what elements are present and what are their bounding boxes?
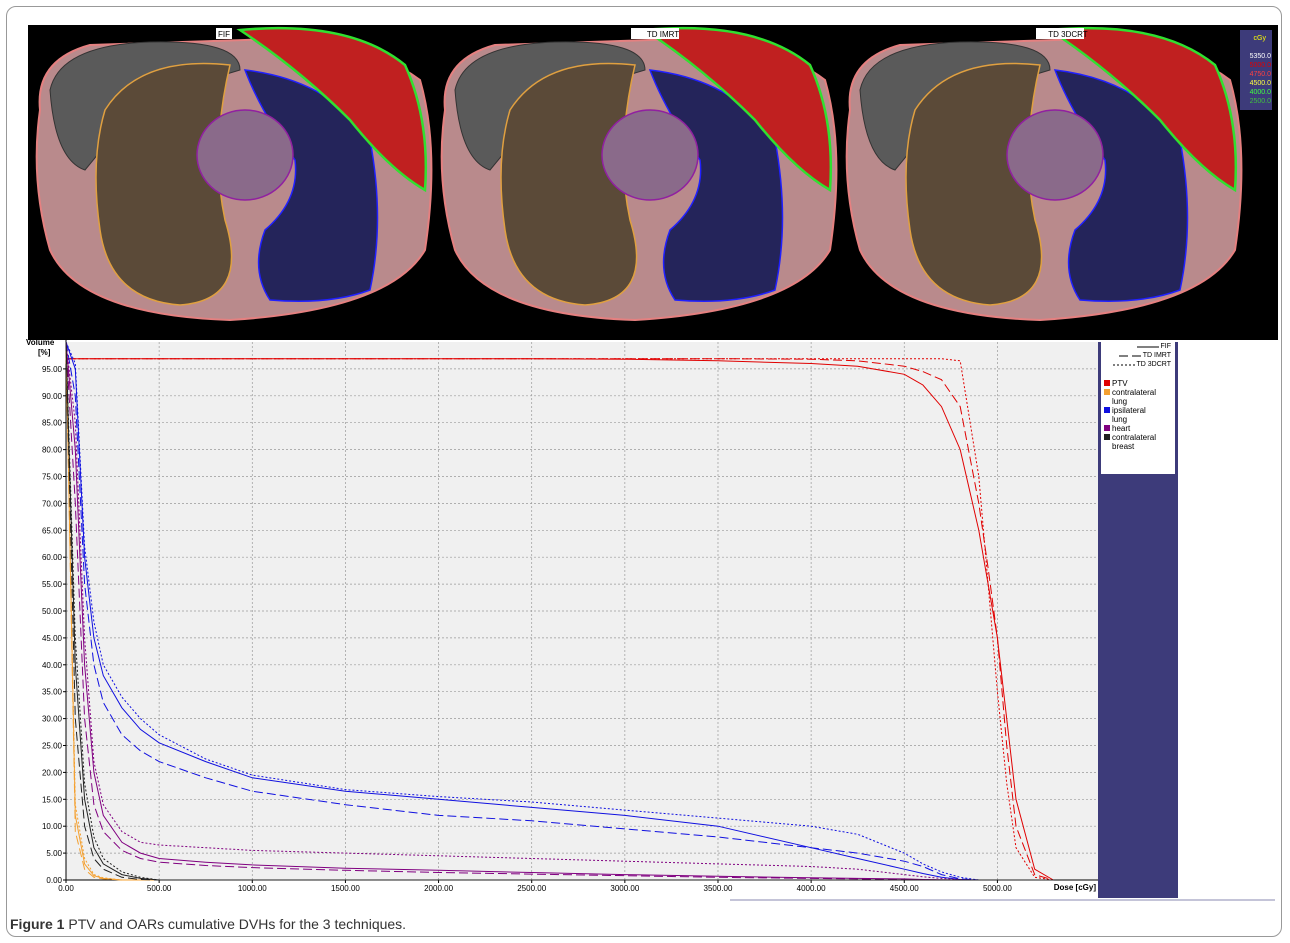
page: FIFTD IMRTTD 3DCRT Volume [%] Dose [cGy]… [0,0,1290,943]
legend-item: contralateral lung [1101,388,1175,406]
dose-legend-level: 5350.0 [1250,53,1272,60]
legend-item: ipsilateral lung [1101,406,1175,424]
legend-label: FIF [1161,342,1172,351]
y-tick-label: 85.00 [42,419,63,428]
dose-legend-unit: cGy [1254,35,1267,42]
ct-panel: TD IMRT [442,28,837,320]
x-tick-label: 500.00 [147,884,172,893]
y-tick-label: 60.00 [42,553,63,562]
legend-line [1119,353,1141,359]
dose-legend-level: 4500.0 [1250,80,1272,87]
x-tick-label: 2500.00 [517,884,546,893]
ct-panel: TD 3DCRT [847,28,1242,320]
legend-gap [1101,369,1175,379]
legend-label: heart [1112,424,1162,433]
caption-label: Figure 1 [10,916,64,932]
ct-panel: FIF [37,28,432,320]
x-tick-label: 1000.00 [238,884,267,893]
x-tick-label: 1500.00 [331,884,360,893]
legend-style-item: TD IMRT [1101,351,1175,360]
y-tick-label: 20.00 [42,768,63,777]
y-tick-label: 45.00 [42,634,63,643]
y-tick-label: 75.00 [42,473,63,482]
y-tick-label: 35.00 [42,688,63,697]
caption-text: PTV and OARs cumulative DVHs for the 3 t… [68,916,406,932]
legend-swatch [1104,380,1110,386]
y-tick-label: 30.00 [42,715,63,724]
legend-label: TD 3DCRT [1137,360,1171,369]
legend-item: PTV [1101,379,1175,388]
legend-style-item: TD 3DCRT [1101,360,1175,369]
heart [1007,110,1103,200]
x-tick-label: 4500.00 [890,884,919,893]
caption: Figure 1 PTV and OARs cumulative DVHs fo… [10,916,406,932]
x-tick-label: 0.00 [58,884,74,893]
legend-swatch [1104,434,1110,440]
y-tick-label: 15.00 [42,795,63,804]
panel-label: TD 3DCRT [1048,30,1088,39]
y-tick-label: 10.00 [42,822,63,831]
dose-legend-level: 5000.0 [1250,62,1272,69]
x-axis-label: Dose [cGy] [1054,883,1097,892]
legend-line [1137,344,1159,350]
y-tick-label: 40.00 [42,661,63,670]
legend-swatch [1104,389,1110,395]
legend-swatch [1104,425,1110,431]
legend-label: contralateral lung [1112,388,1162,406]
legend-item: heart [1101,424,1175,433]
dose-legend-level: 4750.0 [1250,71,1272,78]
x-tick-label: 3000.00 [610,884,639,893]
x-tick-label: 4000.00 [797,884,826,893]
legend-label: ipsilateral lung [1112,406,1162,424]
y-tick-label: 90.00 [42,392,63,401]
dose-legend-level: 4000.0 [1250,89,1272,96]
legend-label: contralateral breast [1112,433,1162,451]
y-tick-label: 95.00 [42,365,63,374]
y-tick-label: 25.00 [42,742,63,751]
legend-label: TD IMRT [1143,351,1171,360]
panel-label: FIF [218,30,230,39]
legend-style-item: FIF [1101,342,1175,351]
heart [602,110,698,200]
y-tick-label: 5.00 [46,849,62,858]
y-tick-label: 65.00 [42,526,63,535]
y-tick-label: 50.00 [42,607,63,616]
legend-item: contralateral breast [1101,433,1175,451]
y-tick-label: 55.00 [42,580,63,589]
legend-line [1113,362,1135,368]
x-tick-label: 3500.00 [704,884,733,893]
panel-label: TD IMRT [647,30,679,39]
legend-swatch [1104,407,1110,413]
legend-label: PTV [1112,379,1162,388]
y-axis-label: [%] [38,348,51,357]
y-tick-label: 80.00 [42,446,63,455]
y-tick-label: 70.00 [42,499,63,508]
x-tick-label: 5000.00 [983,884,1012,893]
dose-legend-level: 2500.0 [1250,98,1272,105]
x-tick-label: 2000.00 [424,884,453,893]
heart [197,110,293,200]
y-axis-label: Volume [26,338,55,347]
figure: FIFTD IMRTTD 3DCRT Volume [%] Dose [cGy]… [0,0,1290,943]
